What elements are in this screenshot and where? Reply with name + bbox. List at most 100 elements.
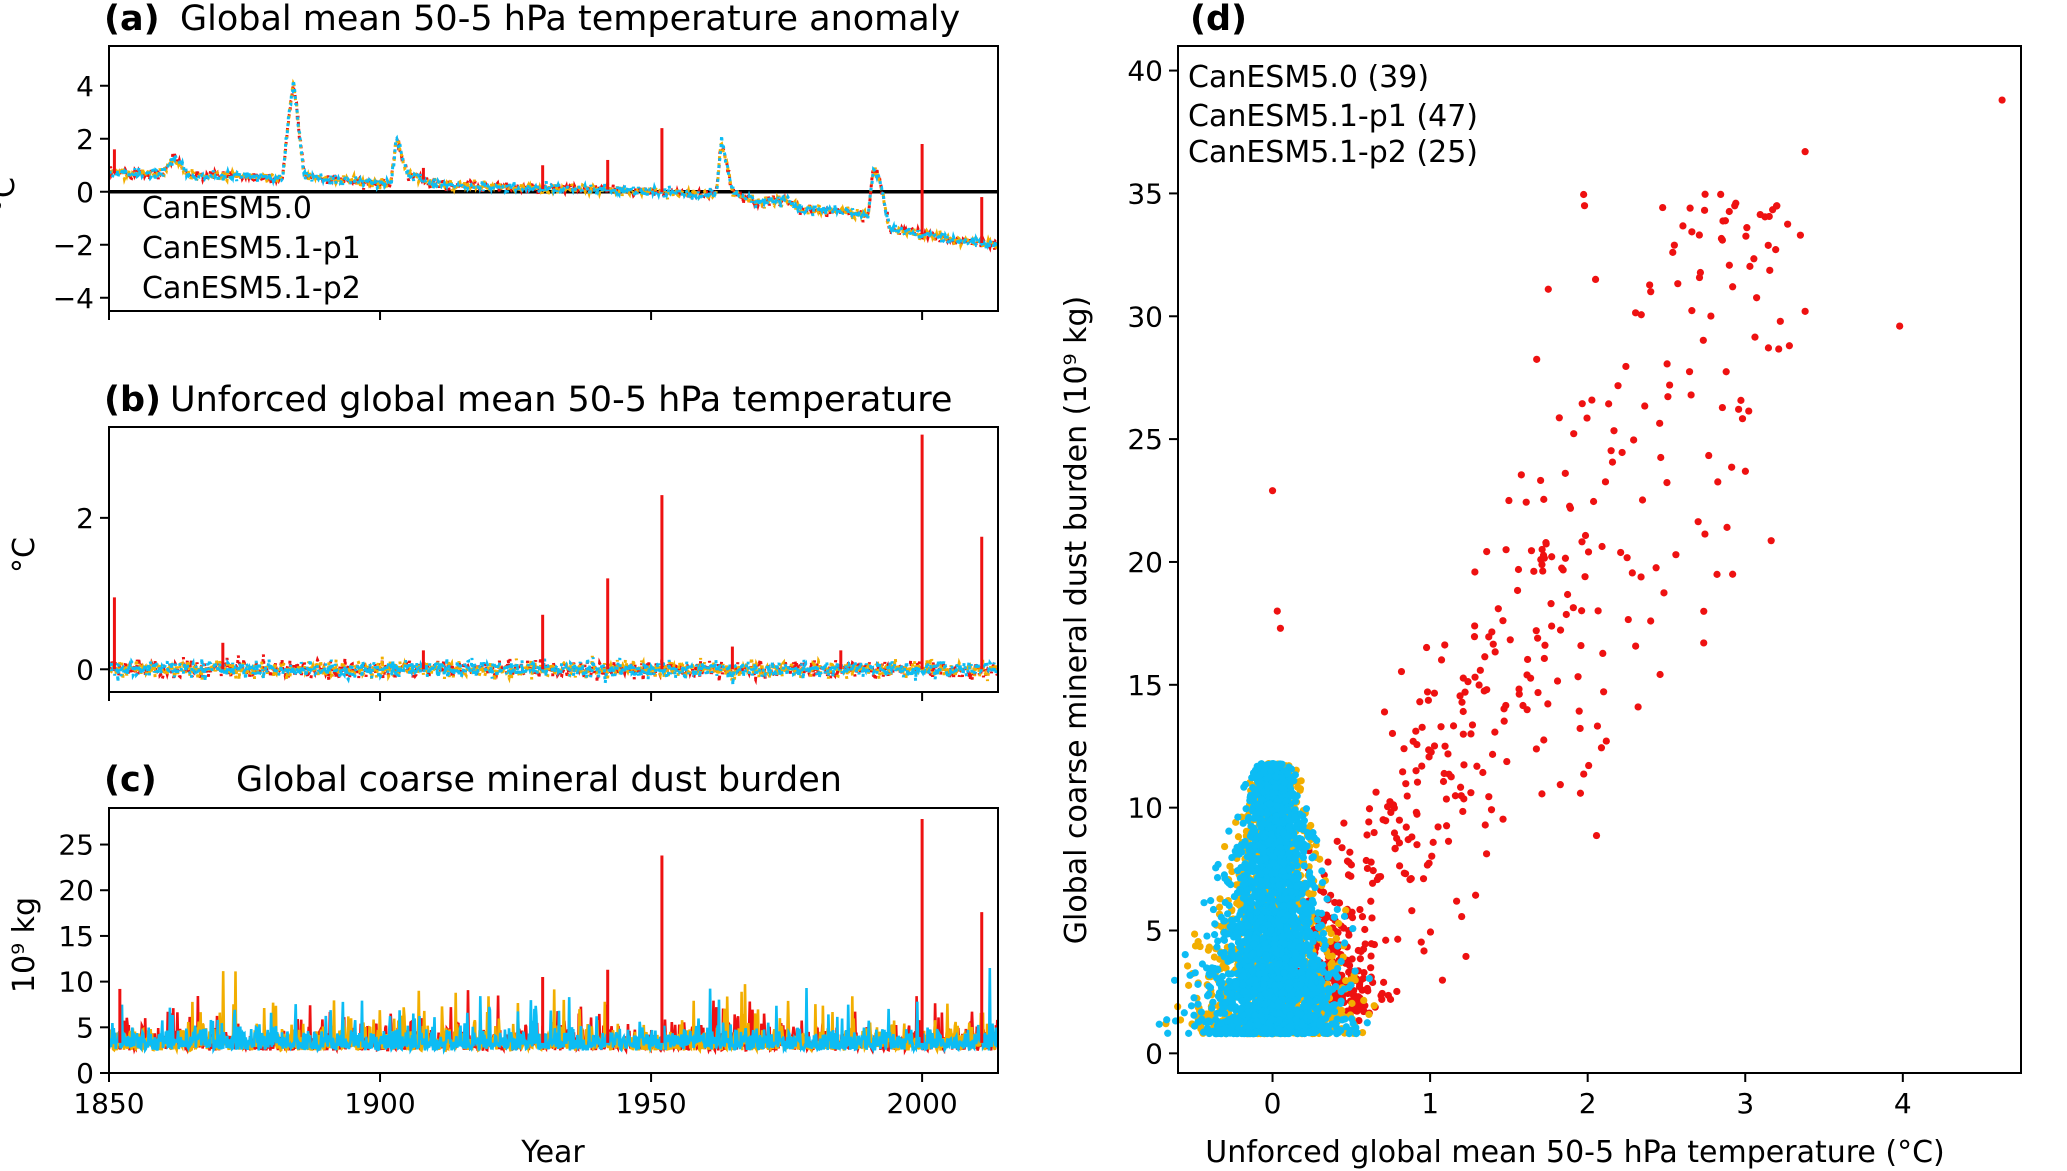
scatter-point	[1227, 1023, 1236, 1031]
scatter-point	[1309, 829, 1317, 837]
scatter-point	[1491, 648, 1499, 656]
scatter-point	[1318, 909, 1326, 917]
scatter-point	[1292, 848, 1300, 856]
scatter-point	[1368, 879, 1377, 887]
scatter-point	[1729, 570, 1737, 578]
scatter-point	[1679, 222, 1687, 230]
scatter-point	[1252, 921, 1260, 929]
scatter-point	[1180, 1009, 1188, 1017]
panel-d-frame	[1177, 45, 2022, 1074]
scatter-point	[1210, 931, 1219, 939]
scatter-point	[1614, 382, 1622, 390]
scatter-point	[1583, 414, 1591, 422]
scatter-point	[1769, 206, 1777, 214]
scatter-point	[1459, 730, 1467, 738]
y-tick-label: 20	[1127, 546, 1163, 579]
scatter-point	[1322, 1001, 1330, 1009]
scatter-point	[1471, 673, 1479, 681]
scatter-point	[1402, 823, 1410, 831]
scatter-point	[1438, 976, 1447, 984]
scatter-point	[1533, 355, 1541, 363]
scatter-point	[1260, 969, 1268, 977]
scatter-point	[1254, 841, 1263, 849]
scatter-point	[1257, 808, 1265, 816]
scatter-point	[1745, 407, 1753, 415]
scatter-point	[1766, 266, 1774, 274]
scatter-point	[1674, 280, 1682, 288]
scatter-point	[1585, 761, 1593, 770]
scatter-point	[1737, 396, 1745, 404]
scatter-point	[1240, 875, 1249, 883]
scatter-point	[1471, 891, 1480, 899]
scatter-point	[1285, 979, 1293, 987]
scatter-point	[1503, 757, 1511, 766]
scatter-point	[1481, 653, 1489, 661]
scatter-point	[1479, 768, 1487, 777]
scatter-point	[1190, 1011, 1198, 1019]
scatter-point	[1367, 858, 1375, 866]
scatter-point	[1278, 784, 1286, 792]
scatter-point	[1282, 797, 1290, 805]
scatter-point	[1408, 907, 1416, 915]
scatter-point	[1695, 231, 1703, 239]
scatter-point	[1262, 1008, 1270, 1016]
scatter-point	[1342, 977, 1350, 985]
scatter-point	[1318, 977, 1326, 986]
scatter-point	[1370, 1002, 1378, 1010]
scatter-point	[1286, 1011, 1294, 1019]
scatter-point	[1418, 723, 1426, 731]
panel-c-ylabel: 10⁹ kg	[7, 897, 42, 993]
scatter-point	[1534, 634, 1542, 642]
scatter-point	[1310, 984, 1318, 992]
scatter-point	[1291, 813, 1299, 821]
scatter-point	[1555, 414, 1563, 422]
panel-d-ylabel: Global coarse mineral dust burden (10⁹ k…	[1059, 296, 1094, 945]
scatter-point	[1425, 753, 1433, 761]
scatter-point	[1289, 942, 1298, 950]
scatter-point	[1380, 708, 1389, 716]
scatter-point	[1239, 981, 1247, 989]
panel-d-plot-area	[1155, 96, 2006, 1038]
scatter-point	[1361, 940, 1369, 948]
scatter-point	[1523, 706, 1531, 714]
panel-a-title: Global mean 50-5 hPa temperature anomaly	[180, 0, 960, 39]
scatter-point	[1578, 607, 1586, 615]
scatter-point	[1324, 1024, 1332, 1032]
scatter-point	[1647, 288, 1655, 296]
scatter-point	[1348, 999, 1356, 1007]
scatter-point	[1300, 904, 1308, 913]
scatter-point	[1235, 955, 1243, 963]
scatter-point	[1205, 982, 1213, 990]
scatter-point	[1423, 688, 1432, 696]
scatter-point	[1271, 869, 1279, 877]
scatter-point	[1246, 797, 1254, 805]
scatter-point	[1252, 908, 1261, 916]
panel-c-frame	[108, 807, 999, 1074]
scatter-point	[1351, 967, 1359, 975]
scatter-point	[1707, 312, 1715, 320]
scatter-point	[1292, 1016, 1300, 1024]
scatter-point	[1293, 792, 1301, 800]
scatter-point	[1540, 554, 1548, 562]
scatter-point	[1280, 940, 1289, 948]
scatter-point	[1274, 999, 1283, 1007]
scatter-point	[1257, 1011, 1265, 1020]
scatter-point	[1418, 762, 1426, 770]
scatter-point	[1561, 554, 1570, 562]
scatter-point	[1251, 1029, 1259, 1038]
scatter-point	[1594, 607, 1602, 615]
scatter-point	[1409, 737, 1417, 745]
scatter-point	[1313, 836, 1321, 845]
scatter-point	[1306, 874, 1314, 882]
x-tick-label: 2000	[886, 1087, 957, 1120]
scatter-point	[1714, 478, 1722, 486]
scatter-point	[1267, 760, 1276, 768]
scatter-point	[1598, 542, 1606, 551]
scatter-point	[1247, 822, 1255, 830]
scatter-point	[1308, 896, 1316, 905]
scatter-point	[1395, 839, 1404, 847]
scatter-point	[1380, 978, 1388, 986]
scatter-point	[1313, 916, 1322, 924]
scatter-point	[1323, 895, 1331, 903]
scatter-point	[1464, 678, 1472, 686]
